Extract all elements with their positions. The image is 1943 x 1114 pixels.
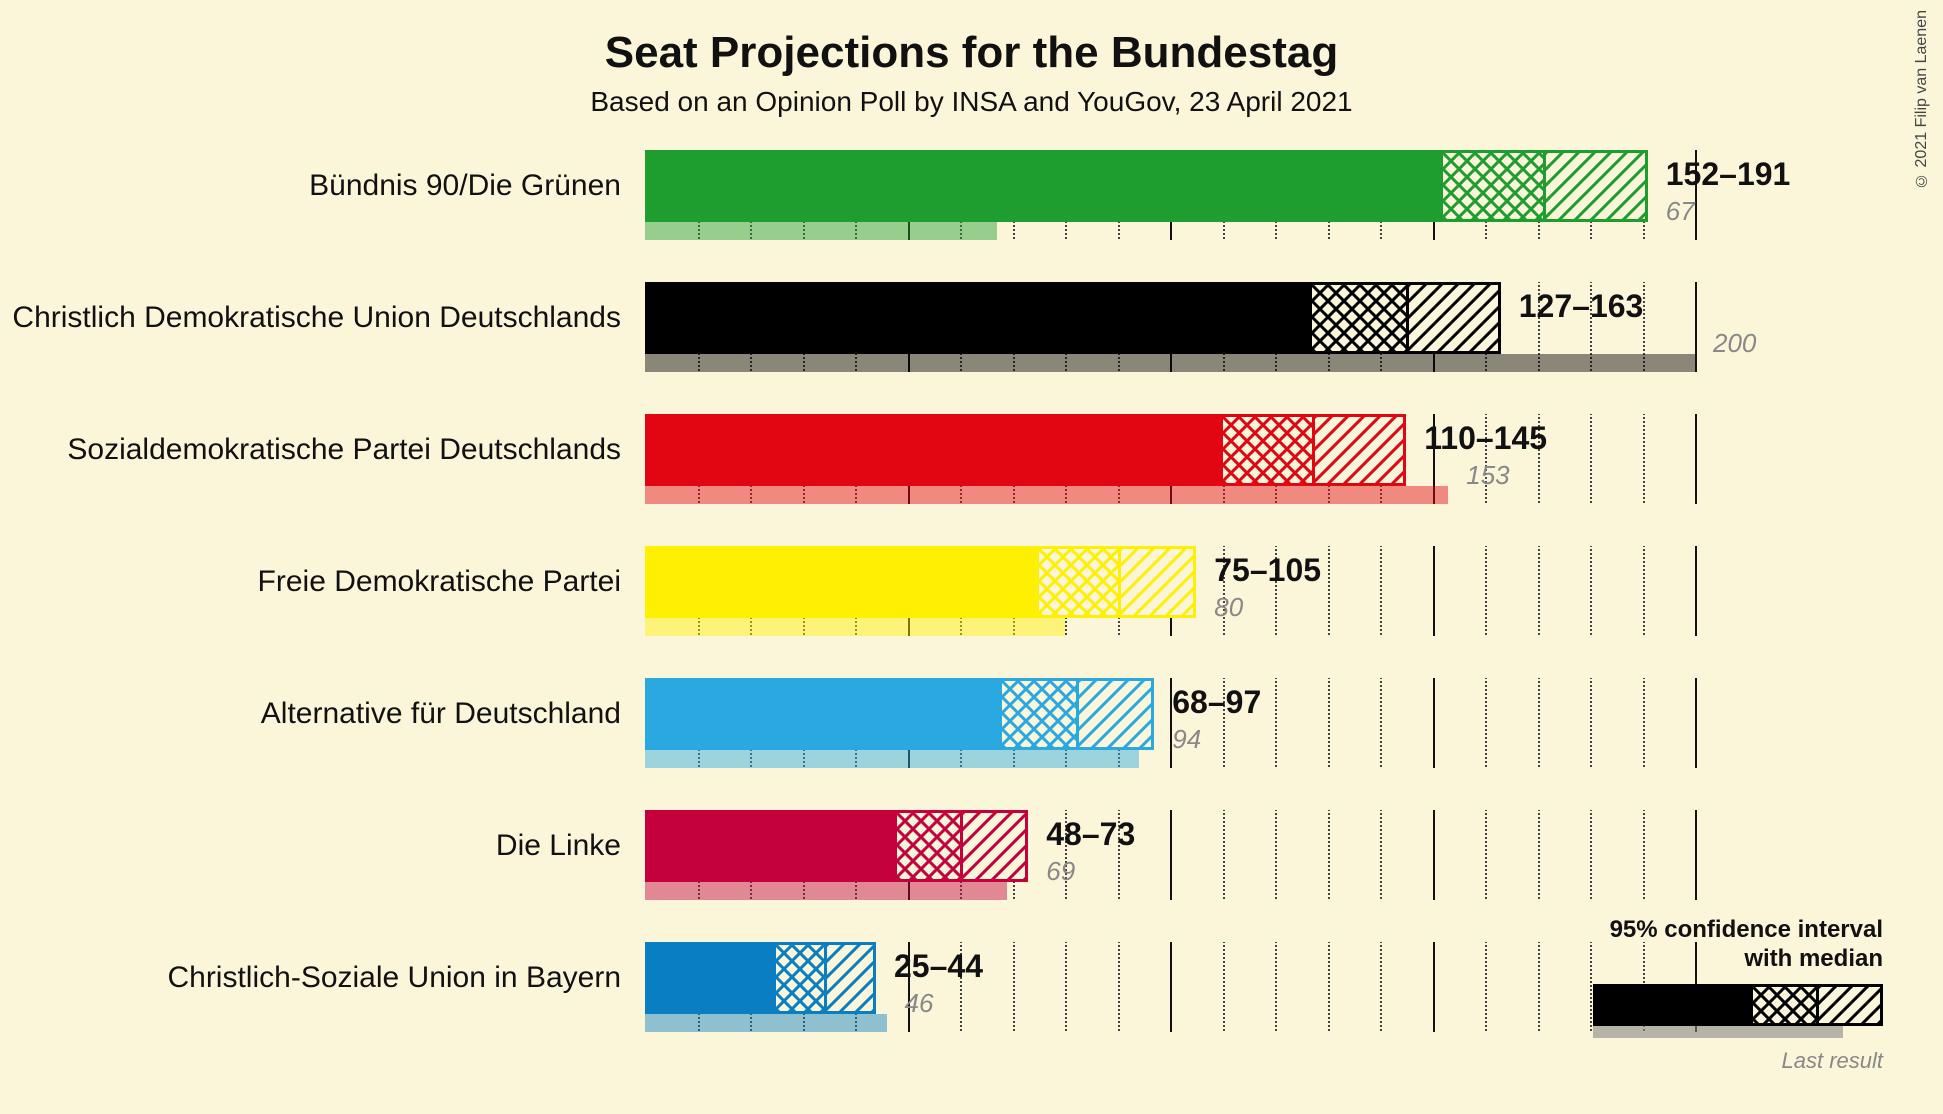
bar-diag-median-to-high: [1118, 546, 1197, 618]
bar-diag-median-to-high: [1406, 282, 1501, 354]
party-row: Christlich-Soziale Union in Bayern25–444…: [645, 942, 1695, 1054]
bar-solid-low: [645, 546, 1039, 618]
bar-diag-median-to-high: [1312, 414, 1407, 486]
last-result-bar: [645, 1014, 887, 1032]
legend-title-line1: 95% confidence interval: [1610, 916, 1883, 943]
legend-bar-diag: [1816, 984, 1883, 1026]
bar-solid-low: [645, 942, 776, 1014]
party-row: Christlich Demokratische Union Deutschla…: [645, 282, 1695, 394]
range-label: 152–191: [1666, 156, 1791, 193]
legend-title-line2: with median: [1744, 945, 1883, 972]
last-result-label: 94: [1172, 724, 1201, 755]
last-result-bar: [645, 354, 1695, 372]
party-row: Die Linke48–7369: [645, 810, 1695, 922]
last-result-label: 46: [905, 988, 934, 1019]
projection-bar: [645, 810, 1028, 882]
bar-diag-median-to-high: [1543, 150, 1648, 222]
party-label: Freie Demokratische Partei: [5, 546, 645, 618]
party-row: Bündnis 90/Die Grünen152–19167: [645, 150, 1695, 262]
party-row: Alternative für Deutschland68–9794: [645, 678, 1695, 790]
projection-bar: [645, 282, 1501, 354]
range-label: 110–145: [1424, 420, 1547, 457]
last-result-bar: [645, 750, 1139, 768]
last-result-bar: [645, 882, 1007, 900]
bar-crosshatch-low-to-median: [1002, 678, 1076, 750]
projection-bar: [645, 678, 1154, 750]
range-label: 48–73: [1046, 816, 1135, 853]
party-label: Sozialdemokratische Partei Deutschlands: [5, 414, 645, 486]
bar-crosshatch-low-to-median: [776, 942, 823, 1014]
legend-last-bar: [1593, 1026, 1843, 1038]
party-label: Christlich-Soziale Union in Bayern: [5, 942, 645, 1014]
range-label: 127–163: [1519, 288, 1644, 325]
bar-crosshatch-low-to-median: [1443, 150, 1543, 222]
party-label: Alternative für Deutschland: [5, 678, 645, 750]
legend-sample-bar: [1593, 984, 1883, 1044]
last-result-label: 153: [1466, 460, 1509, 491]
projection-bar: [645, 414, 1406, 486]
range-label: 75–105: [1214, 552, 1321, 589]
bar-crosshatch-low-to-median: [897, 810, 960, 882]
bar-crosshatch-low-to-median: [1223, 414, 1312, 486]
chart-title: Seat Projections for the Bundestag: [0, 28, 1943, 78]
party-label: Die Linke: [5, 810, 645, 882]
party-row: Sozialdemokratische Partei Deutschlands1…: [645, 414, 1695, 526]
bar-diag-median-to-high: [960, 810, 1028, 882]
last-result-label: 67: [1666, 196, 1695, 227]
legend-bar-crosshatch: [1753, 984, 1817, 1026]
projection-bar: [645, 546, 1196, 618]
bar-diag-median-to-high: [1076, 678, 1155, 750]
last-result-label: 80: [1214, 592, 1243, 623]
range-label: 25–44: [894, 948, 983, 985]
copyright-notice: © 2021 Filip van Laenen: [1913, 10, 1931, 189]
last-result-bar: [645, 618, 1065, 636]
party-label: Christlich Demokratische Union Deutschla…: [5, 282, 645, 354]
legend-last-label: Last result: [1553, 1048, 1883, 1074]
party-label: Bündnis 90/Die Grünen: [5, 150, 645, 222]
legend-title: 95% confidence interval with median: [1553, 916, 1883, 974]
legend-bar-solid: [1593, 984, 1753, 1026]
projection-bar: [645, 942, 876, 1014]
party-row: Freie Demokratische Partei75–10580: [645, 546, 1695, 658]
last-result-label: 200: [1713, 328, 1756, 359]
chart-subtitle: Based on an Opinion Poll by INSA and You…: [0, 86, 1943, 118]
chart-legend: 95% confidence interval with median Last…: [1553, 916, 1883, 1074]
bar-crosshatch-low-to-median: [1312, 282, 1407, 354]
chart-plot-area: Bündnis 90/Die Grünen152–19167 Christlich…: [645, 150, 1695, 1054]
last-result-bar: [645, 486, 1448, 504]
last-result-bar: [645, 222, 997, 240]
range-label: 68–97: [1172, 684, 1261, 721]
bar-solid-low: [645, 678, 1002, 750]
bar-diag-median-to-high: [824, 942, 877, 1014]
bar-crosshatch-low-to-median: [1039, 546, 1118, 618]
bar-solid-low: [645, 810, 897, 882]
bar-solid-low: [645, 150, 1443, 222]
bar-solid-low: [645, 414, 1223, 486]
bar-solid-low: [645, 282, 1312, 354]
projection-bar: [645, 150, 1648, 222]
last-result-label: 69: [1046, 856, 1075, 887]
